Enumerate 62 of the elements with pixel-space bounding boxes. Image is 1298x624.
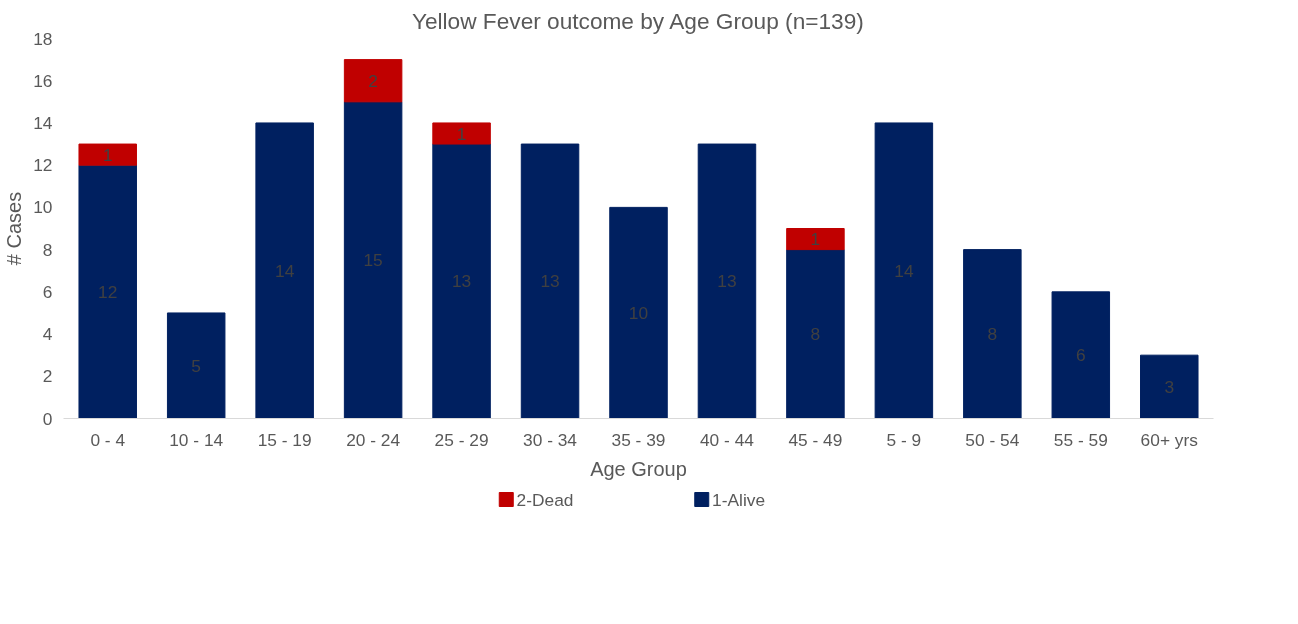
y-tick-label: 6 [42,281,53,302]
x-tick-label: 5 - 9 [886,429,922,450]
data-label: 1 [102,144,113,165]
bar [78,164,137,419]
y-tick-label: 14 [33,112,53,133]
y-tick-label: 16 [33,70,53,91]
bar [343,101,403,419]
x-tick-label: 0 - 4 [90,429,126,450]
x-tick-label: 30 - 34 [523,429,578,450]
legend-label: 2-Dead [516,489,574,510]
x-tick-label: 60+ yrs [1140,429,1199,450]
bar [697,143,757,419]
x-tick-label: 40 - 44 [699,429,755,450]
chart-title: Yellow Fever outcome by Age Group (n=139) [411,7,864,34]
data-label: 2 [368,70,378,91]
x-tick-label: 50 - 54 [965,429,1020,450]
y-axis-title: # Cases [3,191,26,266]
x-tick-label: 20 - 24 [346,429,401,450]
data-label: 14 [275,260,295,281]
bar [78,143,137,166]
data-label: 1 [810,229,821,250]
y-tick-label: 8 [42,239,53,260]
data-label: 13 [717,271,737,292]
bar [255,122,314,419]
data-label: 14 [894,260,914,281]
bar [786,228,845,251]
x-axis-title: Age Group [590,457,687,480]
data-label: 5 [191,355,202,376]
x-tick-label: 25 - 29 [434,429,489,450]
y-tick-label: 0 [42,408,53,429]
bar [963,249,1022,419]
y-tick-label: 10 [33,197,53,218]
x-tick-label: 15 - 19 [257,429,312,450]
data-label: 8 [810,324,821,345]
bar [343,59,403,103]
x-tick-label: 35 - 39 [611,429,666,450]
data-label: 15 [363,250,383,271]
y-tick-label: 18 [33,28,53,49]
data-label: 12 [98,281,118,302]
data-label: 3 [1164,376,1175,397]
data-label: 13 [451,271,472,292]
x-tick-label: 55 - 59 [1053,429,1108,450]
bar [786,249,845,419]
bar [609,206,668,419]
y-tick-label: 2 [42,366,53,387]
data-label: 10 [628,302,649,323]
x-tick-label: 45 - 49 [788,429,843,450]
x-tick-label: 10 - 14 [169,429,224,450]
y-tick-label: 12 [33,155,53,176]
bar [166,312,226,419]
data-label: 13 [540,271,560,292]
data-label: 1 [456,123,467,144]
bar [520,143,580,419]
data-label: 6 [1075,345,1086,366]
legend-label: 1-Alive [712,489,766,510]
bar [432,122,491,145]
bar [1051,291,1111,419]
data-label: 8 [987,324,998,345]
bar [432,143,491,419]
bar [1140,354,1199,419]
y-tick-label: 4 [42,324,53,345]
bar [874,122,934,419]
